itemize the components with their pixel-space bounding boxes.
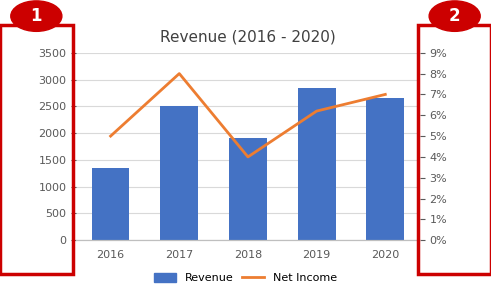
Bar	[229, 139, 267, 240]
Bar	[161, 106, 198, 240]
Bar	[366, 98, 404, 240]
Legend: Revenue, Net Income: Revenue, Net Income	[149, 268, 342, 287]
Bar	[298, 88, 335, 240]
Title: Revenue (2016 - 2020): Revenue (2016 - 2020)	[160, 30, 336, 45]
Text: 2: 2	[449, 7, 461, 25]
Bar	[92, 168, 130, 240]
Text: 1: 1	[30, 7, 42, 25]
